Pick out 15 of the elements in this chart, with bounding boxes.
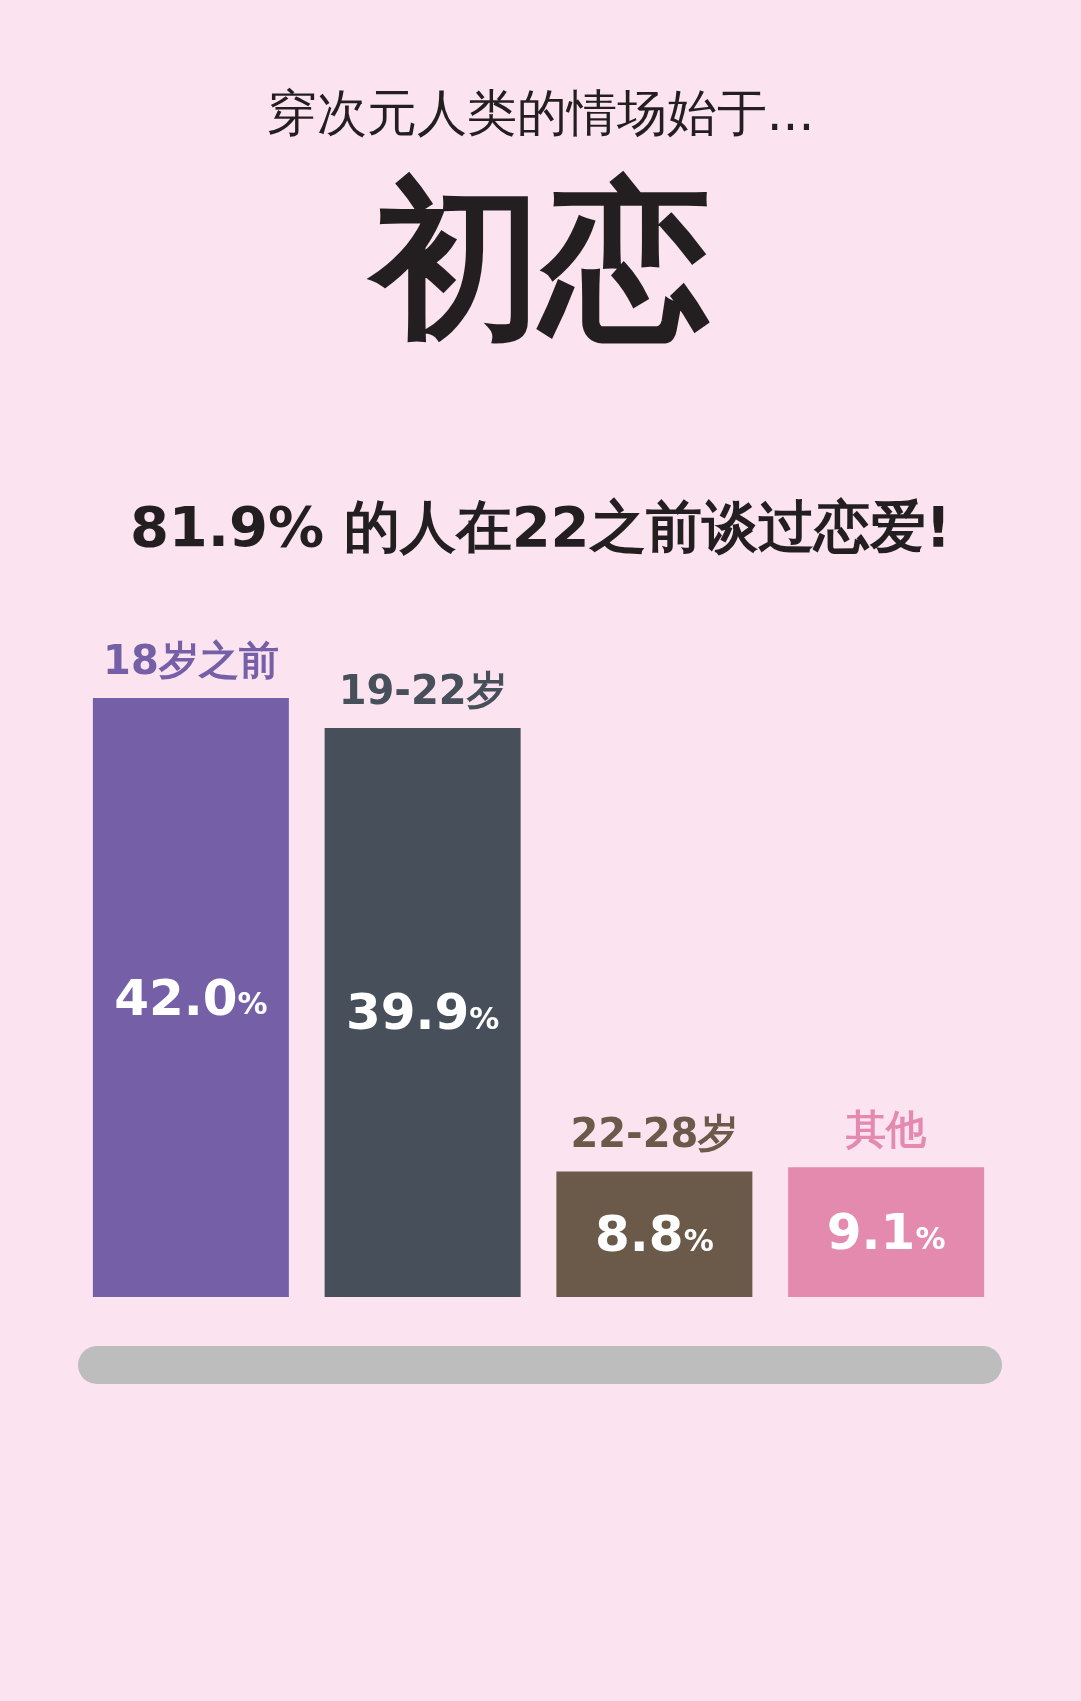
bar [788,1167,985,1297]
bar [556,1171,753,1297]
bar [92,698,289,1297]
chart-title: 初恋 [366,160,712,360]
data-label: 9.1% [826,1203,946,1262]
x-tick-label: 其他 [845,1106,928,1153]
x-tick-label: 18岁之前 [103,637,279,683]
x-tick-label: 22-28岁 [570,1110,739,1157]
data-label: 39.9% [345,983,500,1042]
data-label: 42.0% [114,968,268,1027]
bar [324,727,521,1297]
text: 81.9% 的人在22之前谈过恋爱! [128,493,953,561]
x-tick-label: 19-22岁 [338,666,507,713]
data-label: 8.8% [595,1205,714,1264]
chart-subtitle: 穿次元人类的情场始于... [265,83,816,144]
